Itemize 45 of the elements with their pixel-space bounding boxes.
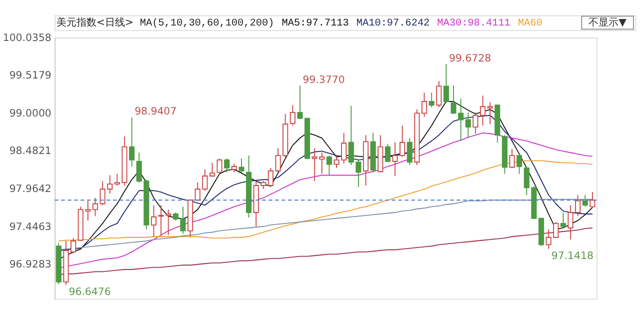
candlestick — [290, 104, 296, 126]
y-tick-label: 97.4463 — [9, 222, 52, 233]
y-tick-label: 99.5179 — [9, 70, 52, 82]
candlestick — [224, 158, 230, 173]
text: MA5:97.7113 — [282, 18, 349, 30]
chart-subtitle: MA(5,10,30,60,100,200) — [140, 17, 274, 30]
annotation: 96.6476 — [68, 287, 111, 298]
candlestick — [421, 92, 428, 118]
candlestick — [465, 112, 471, 138]
y-tick-label: 96.9283 — [9, 260, 52, 271]
candlestick — [443, 64, 449, 104]
y-tick-label: 98.4821 — [9, 146, 52, 158]
candlestick — [516, 154, 522, 174]
candlestick — [582, 194, 588, 208]
candlestick — [216, 158, 222, 174]
annotation: 99.3770 — [302, 74, 345, 86]
candlestick — [480, 95, 486, 126]
text: MA10:97.6242 — [356, 18, 430, 30]
candlestick — [406, 138, 412, 166]
text: MA30:98.4111 — [437, 18, 510, 30]
candlestick — [92, 197, 98, 217]
candlestick — [428, 92, 434, 108]
annotation: 98.9407 — [134, 106, 177, 118]
candlestick — [509, 148, 515, 168]
text: 不显示▼ — [588, 17, 627, 28]
y-tick-label: 100.0358 — [2, 32, 52, 44]
candlestick — [560, 212, 566, 228]
candlestick — [436, 80, 442, 108]
candlestick — [590, 192, 596, 208]
candlestick — [129, 117, 135, 167]
chart-title: 美元指数<日线> — [56, 16, 134, 28]
candlestick — [268, 167, 274, 188]
candlestick — [487, 102, 493, 125]
candlestick — [209, 162, 215, 178]
candlestick — [150, 204, 157, 238]
y-tick-label: 97.9642 — [9, 184, 52, 196]
candlestick — [384, 143, 390, 163]
y-tick-label: 99.0000 — [9, 108, 52, 120]
annotation: 99.6728 — [448, 53, 492, 64]
annotation: 97.1418 — [551, 251, 594, 262]
candlestick — [238, 158, 244, 173]
candlestick — [472, 112, 478, 134]
candlestick — [297, 85, 303, 120]
text: MA60 — [518, 18, 542, 30]
candlestick — [326, 155, 332, 176]
